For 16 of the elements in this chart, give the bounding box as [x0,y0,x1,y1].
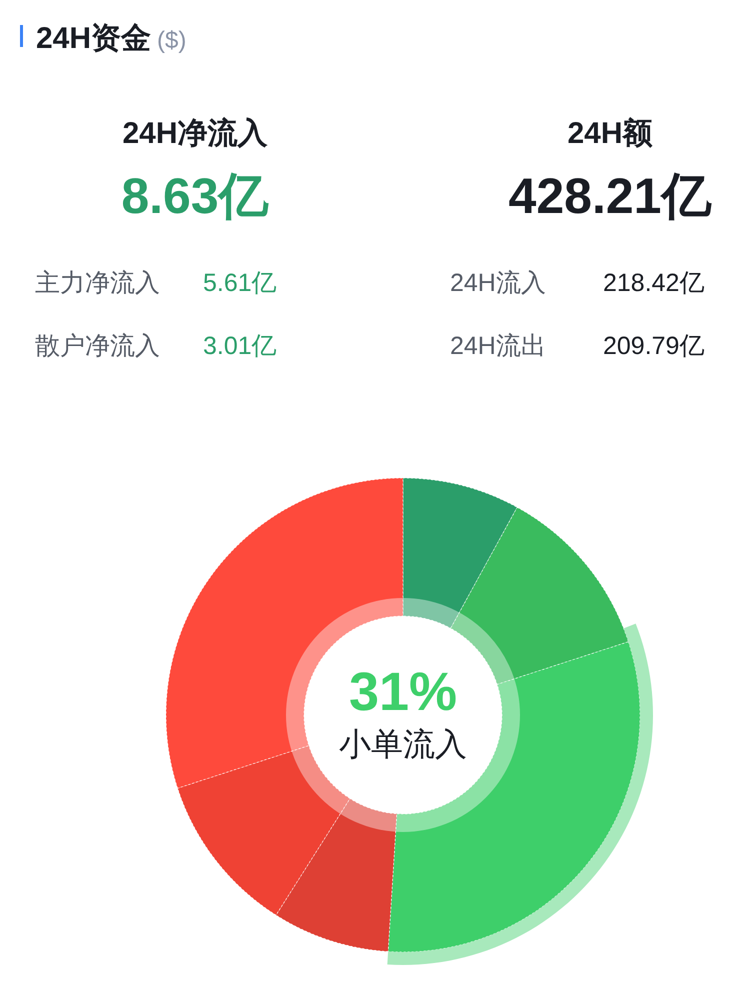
text: 24H净流入 [122,116,269,150]
data-label: 31% [348,662,458,722]
text: 24H流出 [450,332,546,360]
text: 5.61亿 [203,269,277,297]
text: 3.01亿 [203,332,277,360]
text: 428.21亿 [508,168,712,224]
text: 主力净流入 [35,269,160,297]
text: 24H额 [567,116,653,150]
slice-label: 小单流入 [339,726,467,762]
text: 209.79亿 [603,332,704,360]
text: ($) [157,27,186,54]
text: 24H流入 [450,269,546,297]
text: 8.63亿 [121,168,270,224]
text: 散户净流入 [35,332,160,360]
text: 24H资金 [36,22,152,55]
text: 218.42亿 [603,269,704,297]
